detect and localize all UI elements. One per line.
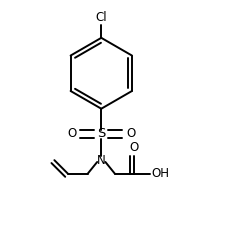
Text: O: O [126,127,135,140]
Text: O: O [129,141,139,154]
Text: Cl: Cl [95,11,107,24]
Text: S: S [97,127,105,140]
Text: OH: OH [151,167,169,180]
Text: O: O [67,127,76,140]
Text: N: N [96,154,105,167]
